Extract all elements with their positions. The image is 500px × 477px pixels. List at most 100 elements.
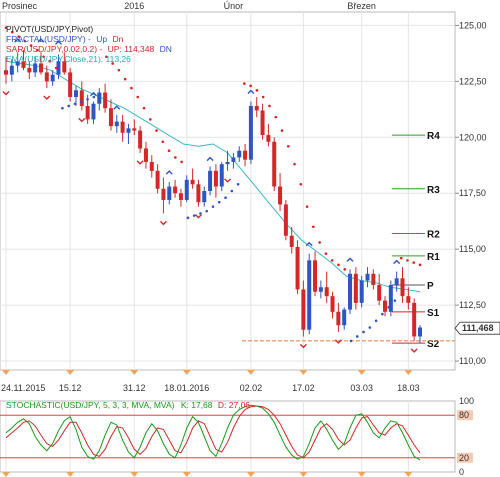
legend-sar-label: SAR(USD/JPY,0.02,0.2) - [6, 44, 102, 54]
legend-fractal-label: FRACTAL(USD/JPY) - [6, 34, 91, 44]
sar-dot [399, 256, 403, 260]
sar-dot [105, 55, 108, 59]
candle-body [342, 309, 347, 326]
month-label: 2016 [124, 1, 144, 11]
sar-dot [274, 115, 278, 119]
legend-sar-dn: DN [160, 44, 172, 54]
date-marker-icon [2, 370, 10, 375]
pivot-label-r2: R2 [427, 230, 440, 241]
stoch-marker-icon [2, 472, 10, 477]
sar-dot [36, 48, 39, 52]
stochastic-grid [0, 401, 455, 477]
stochastic-series [5, 404, 421, 461]
candle [44, 65, 49, 89]
sar-dot [268, 104, 271, 108]
legend-sar-up: UP: 114,348 [108, 44, 155, 54]
stoch-tick-label: 0 [459, 467, 464, 477]
legend-sar: SAR(USD/JPY,0.02,0.2) - UP: 114,348 DN [6, 44, 172, 54]
candle-body [149, 161, 154, 171]
sar-dot [393, 299, 397, 302]
candle [167, 182, 172, 205]
sar-dot [17, 35, 20, 38]
sar-dot [117, 68, 121, 72]
candlestick-series [4, 50, 422, 344]
candle [266, 123, 271, 147]
candle [68, 67, 73, 102]
legend-pivot: PIVOT(USD/JPY,Pivot) [6, 24, 93, 34]
candle [126, 123, 131, 145]
sar-dot [368, 326, 372, 329]
candle-body [231, 157, 236, 162]
sar-dot [23, 39, 27, 43]
candle [138, 126, 143, 153]
sar-dot [61, 106, 64, 110]
candle [289, 226, 294, 254]
candle [219, 161, 224, 191]
candle [359, 276, 364, 308]
candle-body [178, 193, 183, 200]
date-tick-label: 31.12 [123, 383, 146, 393]
candle-body [62, 61, 67, 73]
candle [21, 50, 26, 71]
y-tick-label: 120,00 [459, 132, 487, 142]
candle-body [313, 260, 318, 292]
date-tick-label: 15.12 [59, 383, 82, 393]
sar-dot [343, 268, 347, 271]
candle [173, 179, 178, 198]
candle-body [108, 108, 113, 127]
candle [388, 280, 393, 317]
candle [231, 152, 236, 169]
stoch-tick-label: 80 [459, 410, 469, 420]
y-tick-label: 110,00 [459, 356, 486, 366]
candle-body [161, 188, 166, 200]
sar-dot [130, 86, 133, 90]
stochastic-k-line [5, 404, 421, 461]
main-legend: PIVOT(USD/JPY,Pivot) FRACTAL(USD/JPY) - … [6, 24, 172, 64]
sar-dot [374, 319, 378, 323]
date-tick-label: 02.02 [240, 383, 263, 393]
candle-body [21, 61, 26, 68]
candle-body [120, 121, 125, 133]
month-label: Únor [224, 1, 244, 11]
candle-body [371, 273, 376, 285]
sar-dot [330, 259, 334, 262]
fractal-down-icon [334, 339, 342, 344]
candle [412, 298, 417, 341]
sar-dot [349, 339, 353, 343]
candle [318, 280, 323, 299]
candle-body [213, 170, 218, 187]
candle-body [289, 235, 294, 247]
candle [295, 240, 300, 294]
month-label: Březen [347, 1, 376, 11]
candle [377, 273, 382, 306]
candle-body [184, 179, 189, 200]
fractal-down-icon [78, 117, 86, 123]
candle [307, 253, 312, 335]
candle-body [225, 161, 230, 165]
fractal-up-icon [14, 38, 22, 43]
candle-body [85, 105, 90, 120]
candle-body [79, 90, 84, 106]
candle [278, 173, 283, 212]
pivot-label-r3: R3 [427, 185, 440, 196]
fractal-up-icon [113, 105, 121, 110]
candle-body [295, 246, 300, 290]
sar-dot [355, 335, 359, 338]
stochastic-panel [0, 400, 456, 473]
y-tick-label: 117,50 [459, 188, 486, 198]
candle-body [318, 287, 323, 292]
y-tick-label: 125,00 [459, 20, 487, 30]
sar-dot [249, 84, 252, 88]
candle [108, 99, 113, 131]
date-marker-icon [182, 370, 191, 375]
sar-dot [29, 44, 33, 47]
fractal-down-icon [224, 178, 232, 183]
pivot-label-p: P [427, 281, 434, 292]
stoch-tick: 100 [459, 396, 474, 406]
candle [161, 177, 166, 214]
date-axis: 24.11.2015 15.12 31.12 18.01.2016 02.02 17.02… [1, 370, 420, 393]
candle [237, 146, 242, 162]
fractal-down-icon [2, 91, 10, 96]
pivot-label-s1: S1 [427, 308, 440, 319]
candle-body [114, 121, 119, 127]
